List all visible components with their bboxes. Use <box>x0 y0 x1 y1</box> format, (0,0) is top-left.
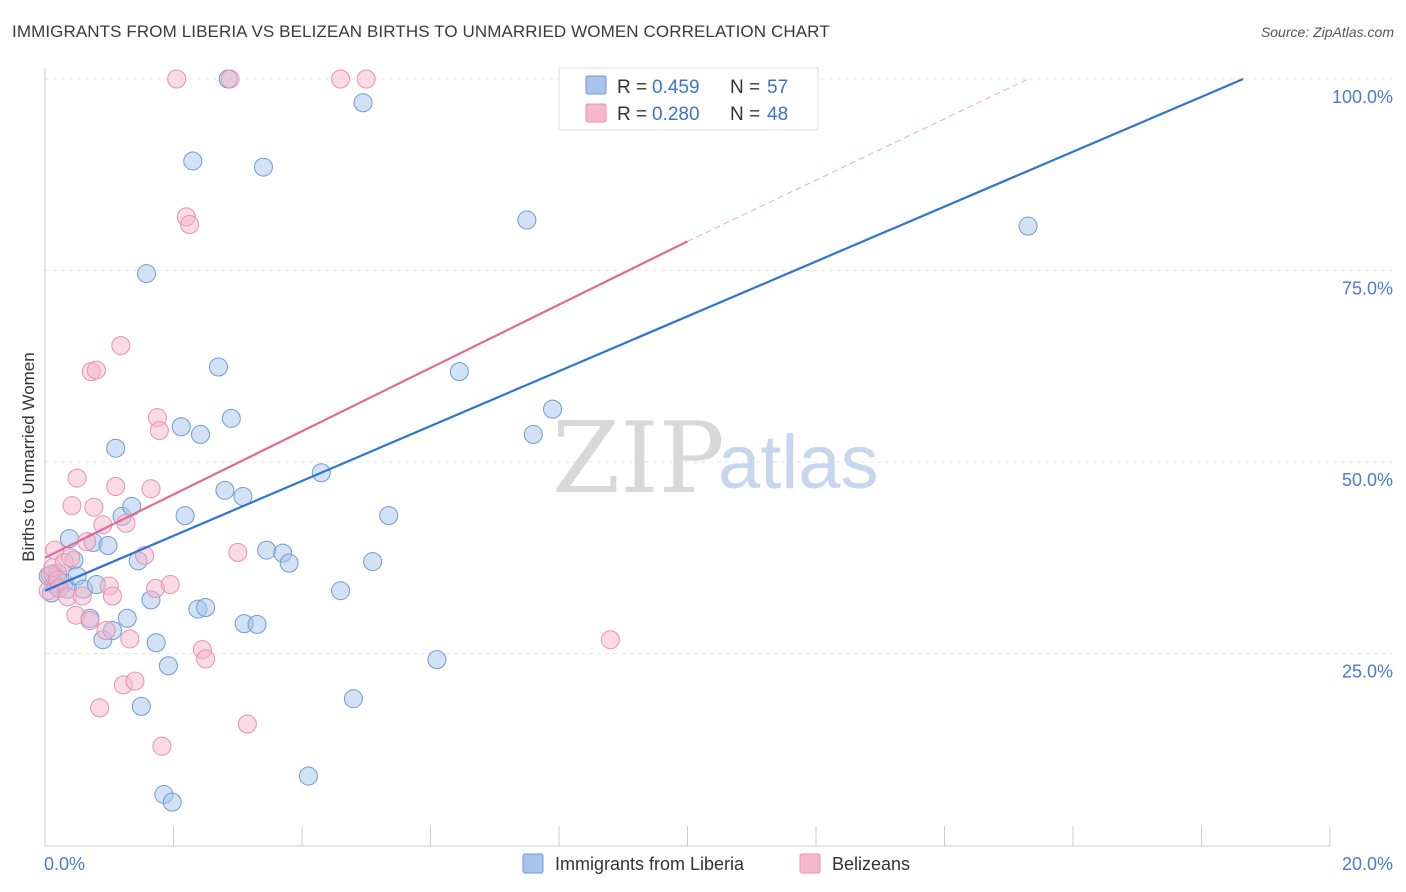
point-liberia <box>331 581 351 601</box>
legend-r-label-liberia: R = <box>617 77 647 98</box>
y-tick-label: 50.0% <box>1342 470 1393 490</box>
trend-lines <box>44 77 1244 592</box>
x-tick-label: 20.0% <box>1342 854 1393 874</box>
watermark-zip: ZIP <box>552 402 725 516</box>
point-liberia <box>279 553 299 573</box>
y-tick-label: 25.0% <box>1342 662 1393 682</box>
point-belizeans <box>67 468 87 488</box>
bottom-legend-swatch-liberia <box>522 853 544 874</box>
point-belizeans <box>86 360 106 380</box>
point-belizeans <box>90 698 110 718</box>
point-liberia <box>196 598 216 618</box>
point-liberia <box>162 792 182 812</box>
legend-swatch-liberia <box>585 75 607 95</box>
point-liberia <box>379 506 399 526</box>
point-liberia <box>98 535 118 555</box>
point-liberia <box>343 689 363 709</box>
legend-swatch-belizeans <box>585 103 607 123</box>
bottom-legend: Immigrants from Liberia Belizeans <box>522 853 910 874</box>
point-belizeans <box>62 496 82 516</box>
point-belizeans <box>141 479 161 499</box>
point-belizeans <box>237 714 257 734</box>
point-liberia <box>146 633 166 653</box>
legend-r-label-belizeans: R = <box>617 104 647 125</box>
grid-lines <box>45 78 1392 654</box>
chart-title: IMMIGRANTS FROM LIBERIA VS BELIZEAN BIRT… <box>12 22 830 41</box>
point-belizeans <box>61 548 81 568</box>
point-belizeans <box>196 649 216 669</box>
bottom-legend-label-liberia: Immigrants from Liberia <box>555 854 745 874</box>
legend-n-value-liberia: 57 <box>767 77 788 98</box>
legend-n-label-belizeans: N = <box>730 104 760 125</box>
y-tick-label: 100.0% <box>1332 87 1393 107</box>
point-liberia <box>257 540 277 560</box>
x-tick-label: 0.0% <box>44 854 85 874</box>
bottom-legend-swatch-belizeans <box>799 853 821 874</box>
point-belizeans <box>180 215 200 235</box>
legend-r-value-liberia: 0.459 <box>652 77 700 98</box>
watermark: ZIP atlas <box>552 402 879 516</box>
point-belizeans <box>102 586 122 606</box>
point-belizeans <box>106 477 126 497</box>
point-belizeans <box>149 421 169 441</box>
point-liberia <box>175 506 195 526</box>
point-belizeans <box>167 69 187 89</box>
point-belizeans <box>72 586 92 606</box>
tick-labels: 25.0% 50.0% 75.0% 100.0% 0.0% 20.0% <box>44 87 1393 874</box>
point-liberia <box>137 264 157 284</box>
point-liberia <box>517 210 537 230</box>
point-belizeans <box>356 69 376 89</box>
point-liberia <box>183 151 203 171</box>
point-liberia <box>363 552 383 572</box>
data-points <box>38 69 1038 812</box>
point-belizeans <box>331 69 351 89</box>
point-liberia <box>523 424 543 444</box>
point-belizeans <box>152 736 172 756</box>
point-liberia <box>131 696 151 716</box>
point-liberia <box>449 362 469 382</box>
bottom-legend-label-belizeans: Belizeans <box>832 854 910 874</box>
chart-source: Source: ZipAtlas.com <box>1260 24 1394 40</box>
point-liberia <box>208 357 228 377</box>
point-liberia <box>298 766 318 786</box>
point-liberia <box>253 157 273 177</box>
point-belizeans <box>111 336 131 356</box>
legend-n-label-liberia: N = <box>730 77 760 98</box>
point-liberia <box>117 608 137 628</box>
point-liberia <box>543 399 563 419</box>
point-liberia <box>171 417 191 437</box>
point-liberia <box>158 656 178 676</box>
legend: R = 0.459 N = 57 R = 0.280 N = 48 <box>558 67 819 131</box>
trend-line-belizeans-extension <box>687 78 1029 242</box>
legend-r-value-belizeans: 0.280 <box>652 104 700 125</box>
trend-line-belizeans <box>44 240 688 559</box>
point-liberia <box>353 93 373 113</box>
point-belizeans <box>77 532 97 552</box>
point-liberia <box>190 424 210 444</box>
y-tick-label: 75.0% <box>1342 279 1393 299</box>
point-belizeans <box>80 611 100 631</box>
point-liberia <box>215 480 235 500</box>
axes <box>44 68 1331 847</box>
point-belizeans <box>96 621 116 641</box>
y-axis-label: Births to Unmarried Women <box>19 352 38 561</box>
point-liberia <box>427 650 447 670</box>
legend-n-value-belizeans: 48 <box>767 104 788 125</box>
point-belizeans <box>600 630 620 650</box>
point-liberia <box>1018 216 1038 236</box>
point-liberia <box>106 438 126 458</box>
watermark-atlas: atlas <box>718 420 879 505</box>
point-belizeans <box>160 575 180 595</box>
point-belizeans <box>120 629 140 649</box>
point-belizeans <box>220 69 240 89</box>
point-belizeans <box>84 497 104 517</box>
trend-line-liberia <box>44 77 1244 592</box>
point-belizeans <box>125 671 145 691</box>
point-liberia <box>247 614 267 634</box>
point-belizeans <box>228 542 248 562</box>
point-liberia <box>221 408 241 428</box>
point-belizeans <box>93 515 113 535</box>
